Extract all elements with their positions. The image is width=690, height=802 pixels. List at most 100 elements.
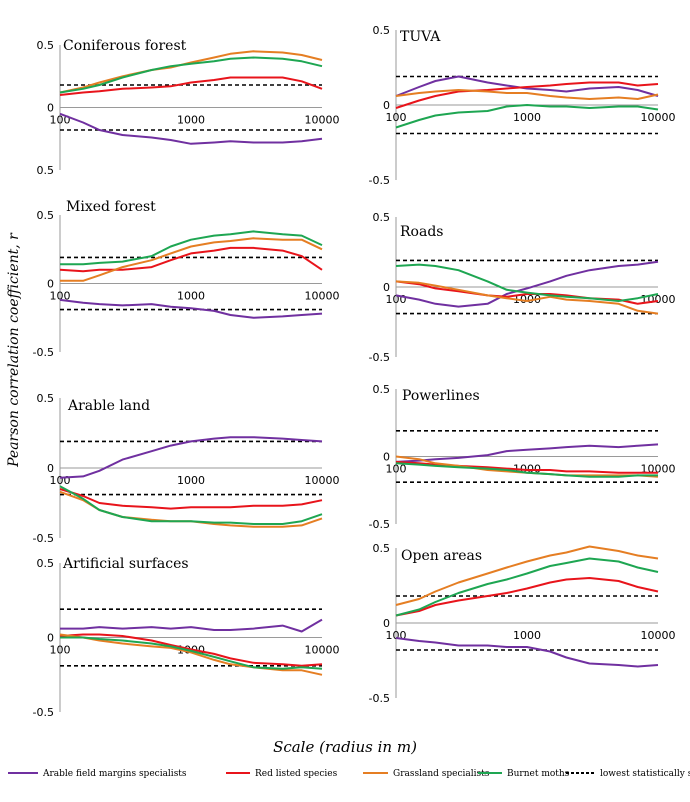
series-line	[59, 50, 323, 94]
series-line	[395, 557, 659, 617]
x-tick-label: 1000	[177, 114, 205, 127]
series-line	[59, 56, 323, 94]
legend-label: Arable field margins specialists	[42, 769, 187, 779]
series-line	[395, 460, 658, 474]
series-line	[395, 104, 659, 129]
x-tick-label: 10000	[305, 644, 340, 657]
series-line	[395, 81, 659, 109]
y-tick-label: 0.5	[373, 542, 391, 555]
series-line	[395, 462, 658, 478]
legend-label: Burnet moths	[507, 769, 570, 779]
series-line	[59, 298, 323, 319]
x-tick-label: 10000	[305, 474, 340, 487]
panel-title: Roads	[400, 224, 443, 240]
y-tick-label: 0	[383, 99, 390, 112]
panel-title: Open areas	[401, 548, 482, 564]
x-tick-label: 100	[50, 290, 71, 303]
x-tick-label: 100	[50, 474, 71, 487]
series-line	[395, 263, 659, 302]
legend-label: Red listed species	[255, 769, 338, 779]
y-tick-label: 0.5	[37, 557, 55, 570]
y-tick-label: 0.5	[37, 39, 55, 52]
y-tick-label: 0	[383, 451, 390, 464]
panel-4: 0.5 0 -0.5 100 1000 10000 Arable land	[33, 392, 340, 545]
panel-1: 0.5 0 -0.5 100 1000 10000 TUVA	[369, 24, 676, 187]
x-tick-label: 1000	[513, 293, 541, 306]
y-tick-label: 0	[47, 278, 54, 291]
y-tick-label: -0.5	[369, 174, 390, 187]
panel-2: 0.5 0 -0.5 100 1000 10000 Mixed forest	[33, 199, 340, 359]
series-line	[395, 637, 659, 668]
series-line	[59, 633, 323, 667]
series-line	[60, 618, 323, 633]
y-tick-label: 0.5	[37, 392, 55, 405]
panel-title: Powerlines	[402, 388, 480, 404]
x-tick-label: 100	[386, 629, 407, 642]
legend-label: Grassland specialists	[393, 769, 490, 779]
y-tick-label: -0.5	[33, 346, 54, 359]
x-tick-label: 1000	[513, 111, 541, 124]
panel-title: Mixed forest	[66, 199, 156, 215]
series-line	[395, 577, 659, 617]
panel-title: Arable land	[67, 398, 150, 414]
series-line	[59, 488, 323, 510]
series-line	[60, 636, 323, 670]
y-tick-label: 0	[383, 281, 390, 294]
x-tick-label: 100	[50, 644, 71, 657]
panel-7: 0.5 0 -0.5 100 1000 10000 Open areas	[369, 542, 676, 705]
y-tick-label: -0.5	[33, 532, 54, 545]
x-tick-label: 100	[50, 114, 71, 127]
y-tick-label: 0	[47, 632, 54, 645]
series-line	[59, 485, 323, 525]
series-line	[395, 89, 659, 100]
series-line	[59, 633, 323, 676]
x-tick-label: 10000	[641, 629, 676, 642]
series-line	[59, 76, 323, 96]
y-tick-label: 0.5	[37, 164, 55, 177]
y-tick-label: 0	[47, 102, 54, 115]
y-tick-label: 0.5	[373, 211, 391, 224]
series-line	[60, 237, 323, 282]
y-tick-label: 0.5	[373, 24, 391, 37]
x-tick-label: 10000	[641, 111, 676, 124]
x-tick-label: 100	[386, 293, 407, 306]
y-tick-label: 0	[383, 617, 390, 630]
x-tick-label: 1000	[513, 629, 541, 642]
legend-label: lowest statistically significant value o…	[600, 769, 690, 779]
series-line	[395, 280, 659, 305]
panel-0: 0.5 0 0.5 100 1000 10000 Coniferous forest	[37, 38, 340, 177]
series-line	[59, 436, 323, 479]
x-tick-label: 10000	[305, 114, 340, 127]
y-axis-title: Pearson correlation coefficient, r	[6, 232, 22, 468]
series-line	[59, 112, 323, 145]
series-line	[60, 230, 323, 266]
legend: Arable field margins specialists Red list…	[8, 769, 690, 779]
x-axis-title: Scale (radius in m)	[273, 738, 417, 756]
panel-title: TUVA	[400, 29, 441, 45]
x-tick-label: 100	[386, 111, 407, 124]
series-line	[395, 443, 659, 463]
x-tick-label: 10000	[305, 290, 340, 303]
y-tick-label: 0	[47, 462, 54, 475]
series-line	[395, 280, 659, 315]
y-tick-label: -0.5	[369, 692, 390, 705]
y-tick-label: 0.5	[37, 209, 55, 222]
y-tick-label: -0.5	[369, 351, 390, 364]
panel-title: Artificial surfaces	[62, 556, 189, 572]
series-line	[395, 75, 659, 97]
series-line	[59, 246, 323, 273]
x-tick-label: 1000	[177, 290, 205, 303]
y-tick-label: 0.5	[373, 383, 391, 396]
y-tick-label: -0.5	[369, 518, 390, 531]
series-line	[395, 260, 659, 308]
x-tick-label: 1000	[177, 474, 205, 487]
y-tick-label: -0.5	[33, 706, 54, 719]
x-tick-label: 100	[386, 463, 407, 476]
panel-title: Coniferous forest	[63, 38, 187, 54]
